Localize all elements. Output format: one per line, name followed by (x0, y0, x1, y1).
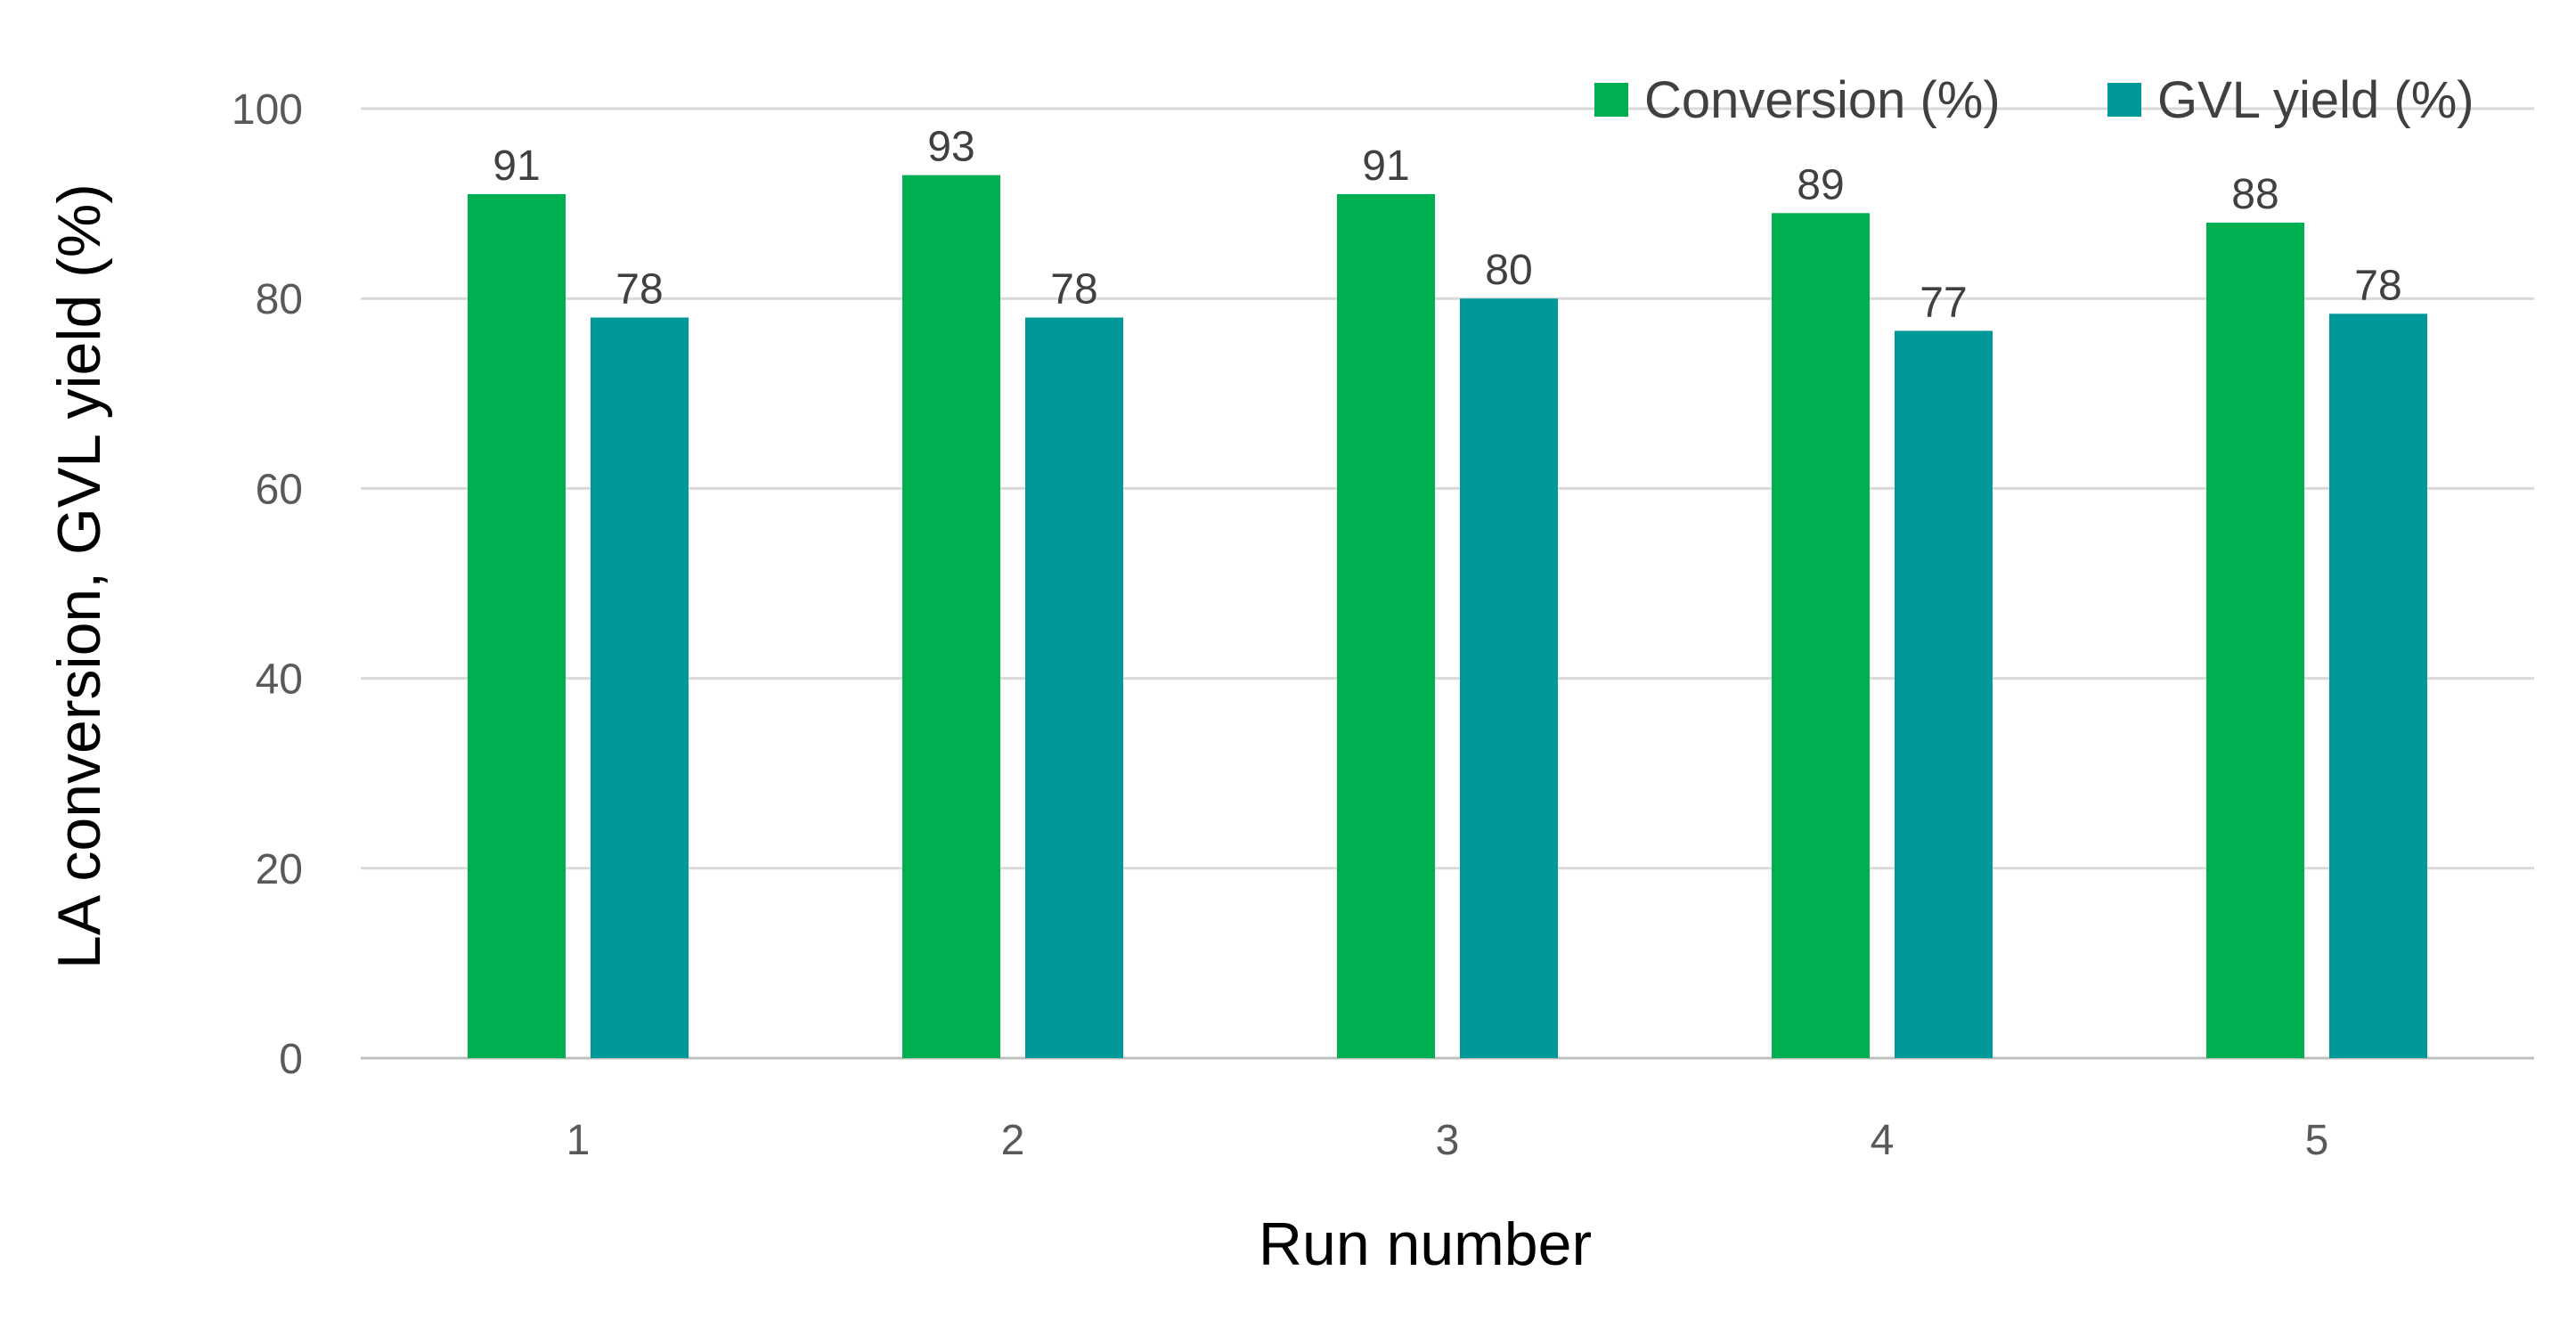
gridlines (361, 107, 2534, 1060)
y-tick-label: 20 (256, 846, 303, 893)
data-label-series-2-run-1: 78 (615, 266, 663, 314)
x-tick-label: 5 (2305, 1117, 2329, 1164)
legend: Conversion (%) GVL yield (%) (1594, 71, 2474, 129)
data-label-series-2-run-5: 78 (2354, 262, 2401, 309)
y-tick-label: 80 (256, 276, 303, 323)
y-axis-ticks: 0 20 40 60 80 100 (232, 86, 303, 1083)
data-label-series-1-run-2: 93 (927, 124, 974, 171)
data-labels: 91 78 93 78 91 80 89 77 88 78 (493, 124, 2401, 327)
bar-series-1-run-1 (468, 193, 566, 1058)
bar-series-2-run-3 (1460, 298, 1558, 1058)
data-label-series-2-run-3: 80 (1485, 247, 1532, 294)
y-tick-label: 60 (256, 466, 303, 513)
x-tick-label: 2 (1001, 1117, 1025, 1164)
data-label-series-1-run-4: 89 (1797, 161, 1844, 208)
bar-series-1-run-4 (1772, 213, 1870, 1058)
x-axis-title: Run number (1259, 1210, 1592, 1278)
x-tick-label: 4 (1871, 1117, 1895, 1164)
data-label-series-1-run-3: 91 (1362, 143, 1409, 190)
legend-label-series-2: GVL yield (%) (2157, 71, 2474, 129)
bars (468, 175, 2427, 1059)
y-tick-label: 40 (256, 656, 303, 704)
legend-swatch-series-1 (1594, 83, 1628, 117)
bar-series-2-run-1 (591, 317, 689, 1058)
bar-series-1-run-5 (2206, 222, 2304, 1059)
y-tick-label: 0 (279, 1036, 303, 1083)
x-tick-label: 1 (567, 1117, 591, 1164)
legend-swatch-series-2 (2107, 83, 2141, 117)
bar-series-2-run-4 (1895, 330, 1993, 1059)
y-tick-label: 100 (232, 86, 303, 134)
bar-series-2-run-2 (1025, 317, 1123, 1058)
legend-label-series-1: Conversion (%) (1644, 71, 2001, 129)
data-label-series-1-run-1: 91 (493, 143, 540, 190)
bar-series-1-run-2 (902, 175, 1000, 1058)
data-label-series-2-run-4: 77 (1920, 279, 1967, 326)
data-label-series-2-run-2: 78 (1050, 266, 1097, 314)
bar-series-2-run-5 (2329, 314, 2427, 1059)
x-tick-label: 3 (1436, 1117, 1460, 1164)
x-axis-ticks: 1 2 3 4 5 (567, 1117, 2329, 1164)
y-axis-title: LA conversion, GVL yield (%) (45, 183, 113, 969)
data-label-series-1-run-5: 88 (2231, 171, 2278, 218)
bar-series-1-run-3 (1337, 193, 1435, 1058)
